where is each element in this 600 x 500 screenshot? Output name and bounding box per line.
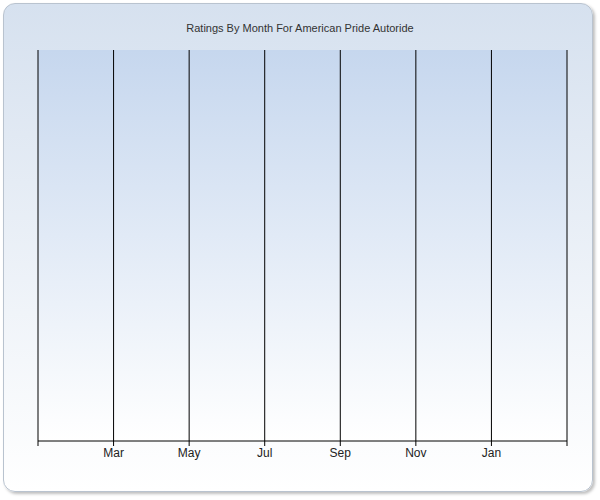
svg-text:May: May: [178, 446, 201, 460]
html-text:Ratings By Month For American: Ratings By Month For American Pride Auto…: [186, 22, 414, 34]
svg-text:Sep: Sep: [330, 446, 352, 460]
svg-text:Jul: Jul: [257, 446, 272, 460]
svg-text:Nov: Nov: [405, 446, 426, 460]
svg-text:Mar: Mar: [103, 446, 124, 460]
svg-text:Jan: Jan: [482, 446, 501, 460]
